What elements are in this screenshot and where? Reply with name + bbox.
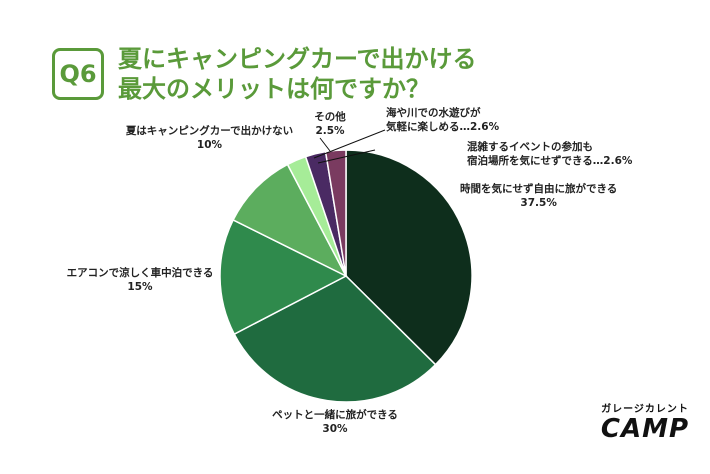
pie-slice-3	[232, 163, 348, 278]
pie-slice-6	[324, 149, 347, 277]
brand-logo: ガレージカレント CAMP	[590, 400, 700, 443]
label-event: 混雑するイベントの参加も 宿泊場所を気にせずできる…2.6%	[467, 140, 632, 168]
label-aircon-value: 15%	[127, 281, 153, 293]
label-pet-name: ペットと一緒に旅ができる	[272, 409, 398, 421]
label-no-go-value: 10%	[196, 139, 223, 151]
label-other-value: 2.5%	[315, 125, 345, 137]
page-title: 夏にキャンピングカーで出かける 最大のメリットは何ですか？	[118, 44, 477, 104]
label-no-go-name: 夏はキャンピングカーで出かけない	[125, 125, 294, 137]
label-water-value: 気軽に楽しめる…2.6%	[386, 121, 500, 133]
label-other: その他 2.5%	[305, 110, 355, 138]
leader-line-water	[313, 129, 386, 159]
title-line-2: 最大のメリットは何ですか？	[118, 75, 430, 103]
leader-line-other	[319, 137, 331, 152]
label-event-name: 混雑するイベントの参加も	[467, 141, 593, 153]
leader-line-event	[317, 149, 376, 164]
label-event-value: 宿泊場所を気にせずできる…2.6%	[467, 155, 633, 167]
label-no-go: 夏はキャンピングカーで出かけない 10%	[112, 124, 307, 152]
label-aircon-name: エアコンで涼しく車中泊できる	[66, 267, 214, 279]
pie-slice-0	[345, 149, 473, 366]
question-badge: Q6	[52, 48, 104, 100]
label-free-travel: 時間を気にせず自由に旅ができる 37.5%	[460, 182, 617, 210]
brand-logo-top: ガレージカレント	[601, 404, 689, 415]
label-pet: ペットと一緒に旅ができる 30%	[255, 408, 415, 436]
label-free-travel-value: 37.5%	[520, 197, 557, 209]
label-water: 海や川での水遊びが 気軽に楽しめる…2.6%	[386, 106, 499, 134]
label-pet-value: 30%	[322, 423, 348, 435]
label-water-name: 海や川での水遊びが	[386, 107, 481, 119]
pie-slice-2	[219, 218, 348, 336]
brand-logo-main: CAMP	[600, 414, 690, 444]
label-free-travel-name: 時間を気にせず自由に旅ができる	[460, 183, 618, 195]
title-line-1: 夏にキャンピングカーで出かける	[118, 45, 477, 73]
pie-slice-1	[233, 275, 437, 403]
label-aircon: エアコンで涼しく車中泊できる 15%	[45, 266, 235, 294]
label-other-name: その他	[314, 111, 346, 123]
